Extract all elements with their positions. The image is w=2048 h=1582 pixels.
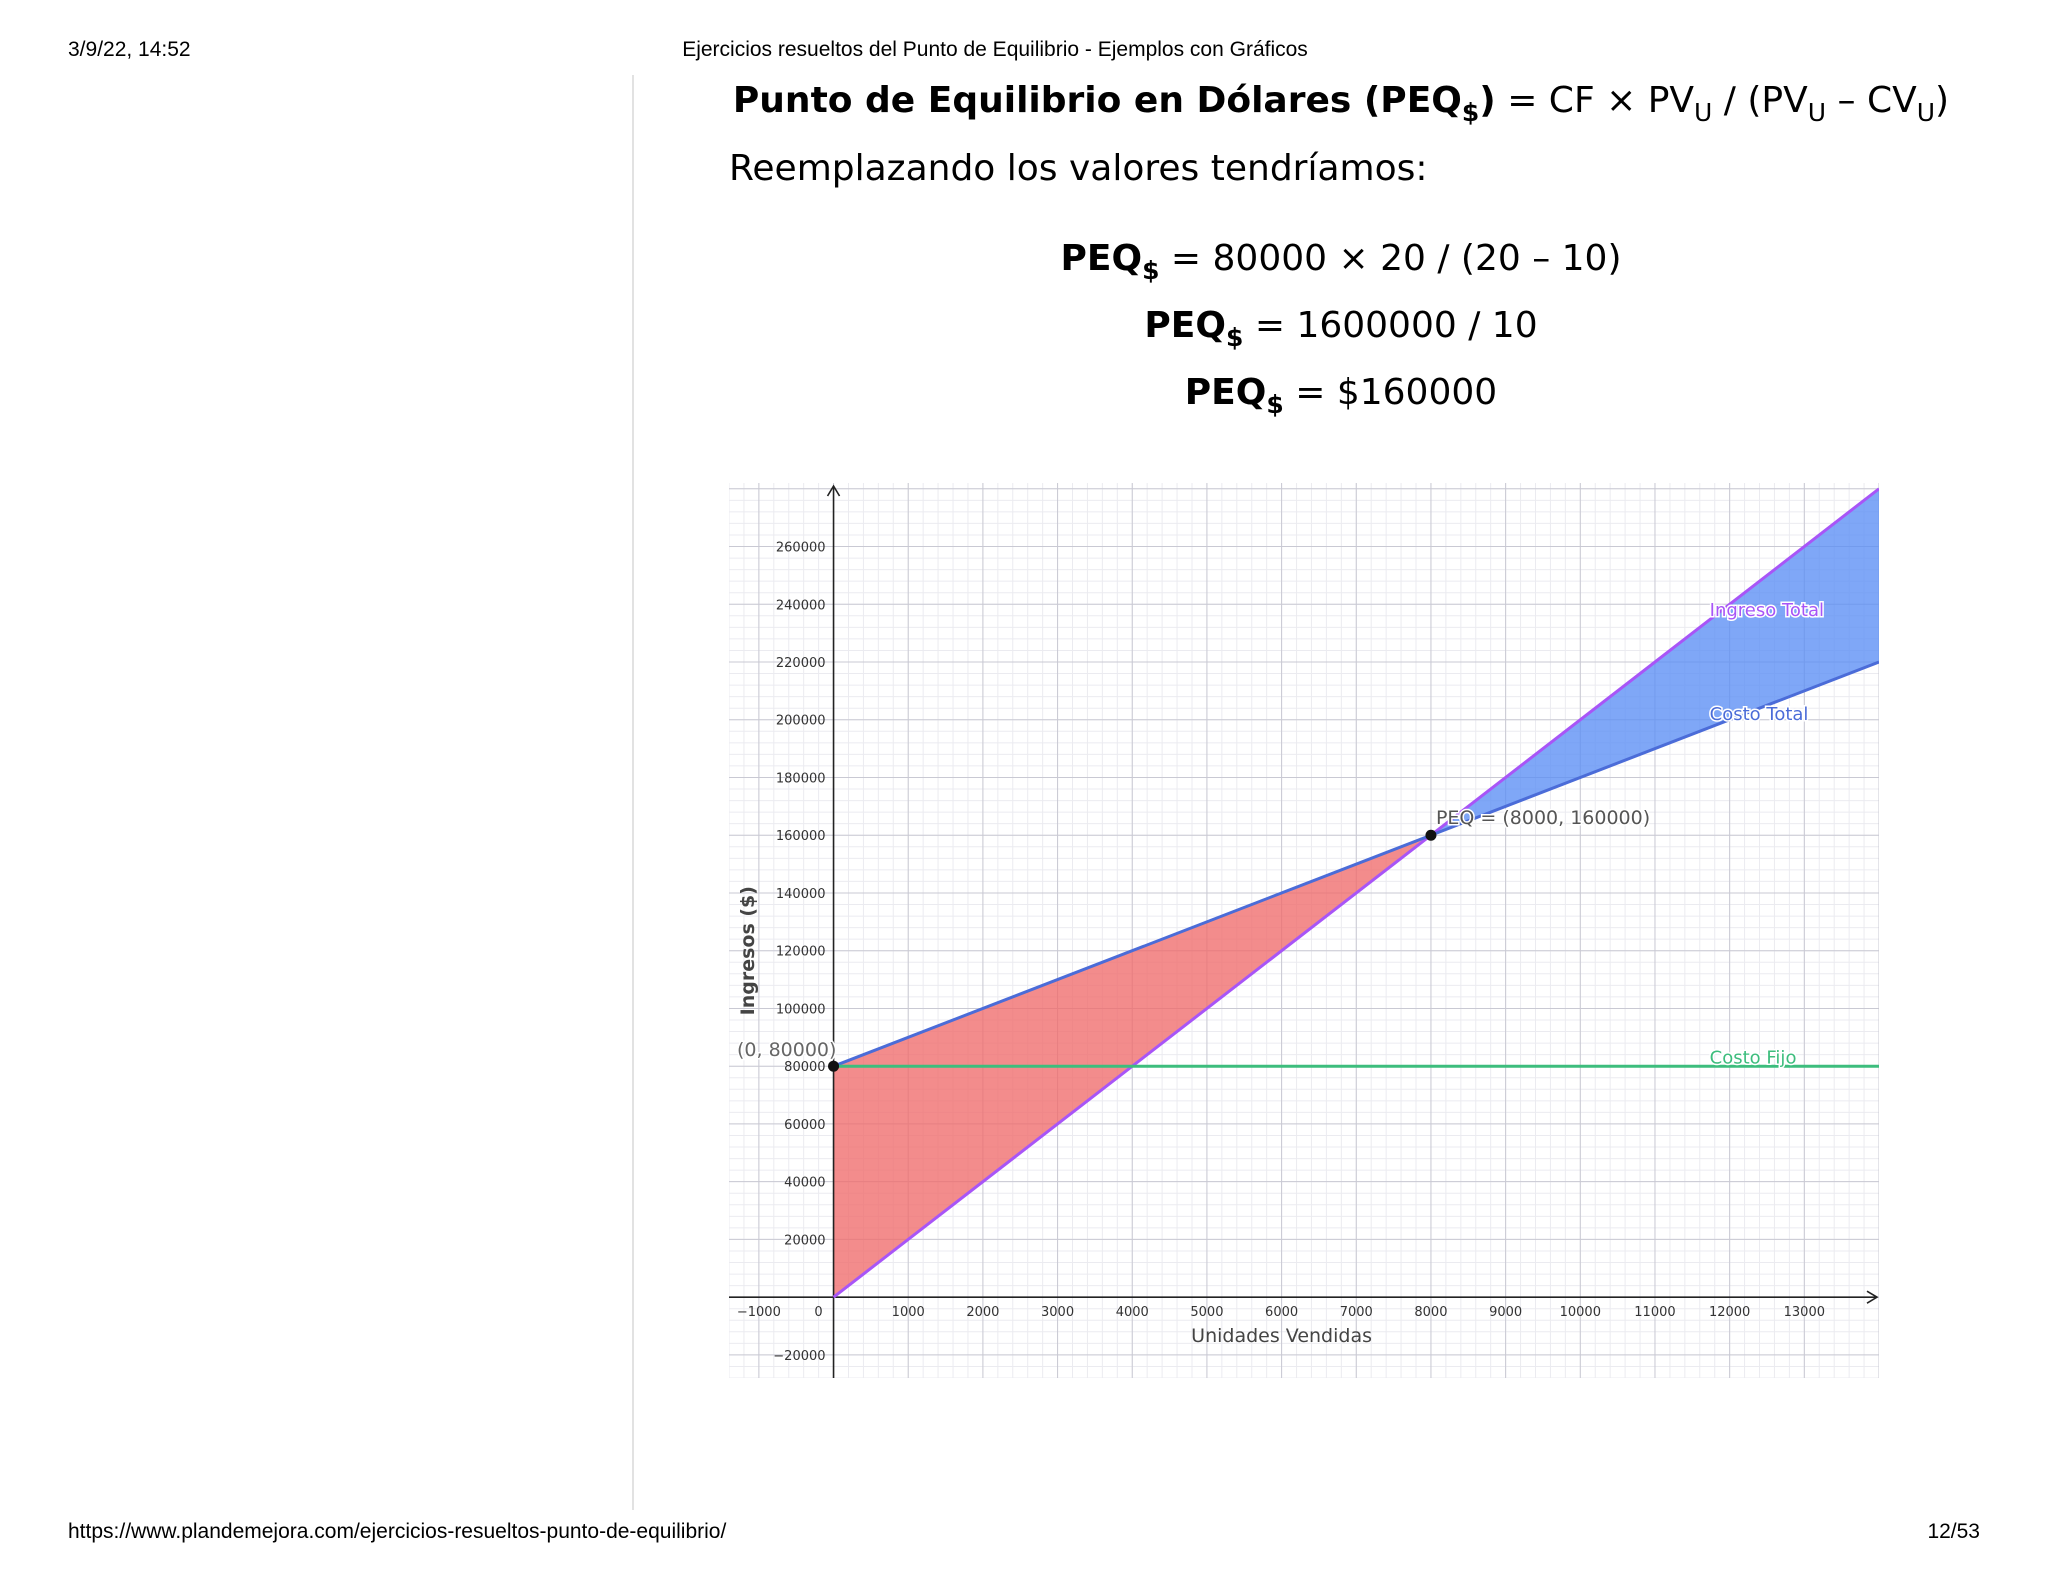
x-tick-label: 1000	[892, 1305, 925, 1320]
x-tick-label: −1000	[737, 1305, 781, 1320]
x-tick-label: 9000	[1489, 1305, 1522, 1320]
y-tick-label: 120000	[776, 945, 826, 960]
step-3-rhs: = $160000	[1283, 372, 1498, 413]
y-tick-label: 40000	[784, 1176, 825, 1191]
y-tick-label: 220000	[776, 656, 826, 671]
x-tick-label: 4000	[1116, 1305, 1149, 1320]
step-2-lhs-text: PEQ	[1144, 305, 1226, 346]
step-1-lhs: PEQ$	[1060, 238, 1159, 283]
print-date: 3/9/22, 14:52	[68, 38, 191, 61]
x-tick-label: 10000	[1560, 1305, 1601, 1320]
formula-rhs-2: / (PV	[1712, 80, 1808, 121]
y-axis-arrow	[826, 484, 841, 497]
x-tick-label: 6000	[1265, 1305, 1298, 1320]
x-tick-label: 5000	[1190, 1305, 1223, 1320]
print-title: Ejercicios resueltos del Punto de Equili…	[682, 38, 1308, 61]
y-tick-label: 160000	[776, 829, 826, 844]
x-tick-label: 8000	[1414, 1305, 1447, 1320]
fixed-cost-point	[828, 1060, 840, 1072]
calculation-step-3: PEQ$ = $160000	[634, 372, 2048, 417]
x-tick-label: 12000	[1709, 1305, 1750, 1320]
y-tick-label: 20000	[784, 1233, 825, 1248]
print-page-number: 12/53	[1927, 1520, 1980, 1543]
formula-heading: Punto de Equilibrio en Dólares (PEQ$) = …	[634, 80, 2048, 125]
y-tick-label: −20000	[773, 1349, 825, 1364]
fixed-cost-point-label: (0, 80000)	[737, 1039, 836, 1061]
formula-sub-3: U	[1916, 98, 1936, 127]
step-3-lhs: PEQ$	[1184, 372, 1284, 417]
step-1-rhs: = 80000 × 20 / (20 – 10)	[1159, 238, 1622, 279]
x-axis-title: Unidades Vendidas	[1191, 1325, 1372, 1347]
step-2-rhs: = 1600000 / 10	[1243, 305, 1538, 346]
formula-rhs-3: – CV	[1826, 80, 1917, 121]
x-tick-label: 0	[814, 1305, 822, 1320]
break-even-point-label: PEQ = (8000, 160000)	[1436, 807, 1650, 829]
print-url: https://www.plandemejora.com/ejercicios-…	[68, 1520, 727, 1543]
formula-sub-2: U	[1807, 98, 1827, 127]
x-tick-label: 11000	[1634, 1305, 1675, 1320]
x-tick-label: 3000	[1041, 1305, 1074, 1320]
calculation-step-2: PEQ$ = 1600000 / 10	[634, 305, 2048, 350]
formula-name-sub: $	[1461, 98, 1480, 127]
step-2-lhs-sub: $	[1225, 323, 1244, 352]
x-tick-label: 7000	[1340, 1305, 1373, 1320]
y-tick-label: 200000	[776, 714, 826, 729]
formula-sub-1: U	[1694, 98, 1713, 127]
x-tick-label: 2000	[966, 1305, 999, 1320]
x-axis-arrow	[1866, 1290, 1879, 1304]
formula-name-close: )	[1479, 80, 1496, 121]
y-tick-label: 80000	[784, 1060, 825, 1075]
y-tick-label: 240000	[776, 598, 826, 613]
x-tick-label: 13000	[1784, 1305, 1825, 1320]
step-1-lhs-sub: $	[1142, 256, 1160, 285]
formula-name-text: Punto de Equilibrio en Dólares (PEQ	[732, 80, 1462, 121]
step-1-lhs-text: PEQ	[1060, 238, 1143, 279]
y-tick-label: 100000	[776, 1002, 826, 1017]
series-label: Ingreso Total	[1710, 600, 1824, 621]
left-column-divider	[632, 75, 634, 1510]
formula-name: Punto de Equilibrio en Dólares (PEQ$)	[732, 80, 1496, 125]
break-even-chart: −1000 0 1000 2000 3000 4000 5000 6000 7000 8000 90…	[729, 483, 1879, 1378]
y-tick-label: 260000	[776, 541, 826, 556]
step-3-lhs-sub: $	[1266, 390, 1284, 419]
step-2-lhs: PEQ$	[1144, 305, 1243, 350]
y-tick-label: 180000	[776, 771, 826, 786]
formula-rhs-4: )	[1935, 80, 1950, 121]
step-3-lhs-text: PEQ	[1184, 372, 1267, 413]
y-tick-label: 140000	[776, 887, 826, 902]
y-tick-label: 60000	[784, 1118, 825, 1133]
y-axis-title: Ingresos ($)	[737, 886, 759, 1015]
intro-text: Reemplazando los valores tendríamos:	[729, 148, 1428, 189]
series-label: Costo Total	[1710, 704, 1809, 725]
break-even-point	[1425, 829, 1437, 841]
series-label: Costo Fijo	[1710, 1048, 1797, 1069]
calculation-step-1: PEQ$ = 80000 × 20 / (20 – 10)	[634, 238, 2048, 283]
formula-rhs-1: = CF × PV	[1495, 80, 1695, 121]
